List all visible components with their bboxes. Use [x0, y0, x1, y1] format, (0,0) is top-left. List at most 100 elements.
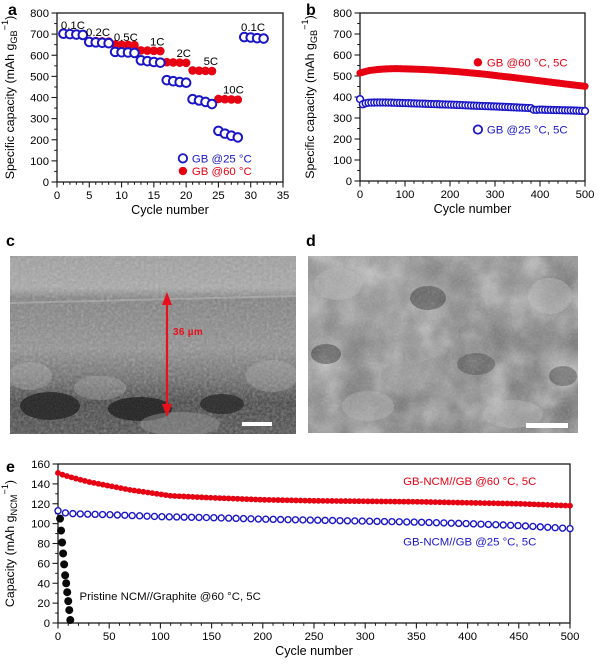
- panel-label-b: b: [306, 2, 316, 19]
- svg-text:0.2C: 0.2C: [86, 27, 110, 39]
- svg-text:10: 10: [115, 190, 128, 202]
- svg-text:Specific capacity (mAh gGB−1): Specific capacity (mAh gGB−1): [0, 16, 19, 180]
- scale-bar-d: [526, 423, 568, 428]
- series-0: [55, 470, 573, 509]
- svg-text:20: 20: [180, 190, 193, 202]
- svg-text:15: 15: [148, 190, 161, 202]
- svg-text:0.5C: 0.5C: [114, 32, 138, 44]
- series-1: [54, 507, 574, 533]
- sem-image-cross-section: 36 µm: [10, 256, 296, 434]
- svg-text:120: 120: [31, 499, 50, 511]
- svg-text:50: 50: [103, 631, 116, 643]
- series-0: [356, 65, 589, 90]
- svg-text:0: 0: [357, 189, 363, 201]
- svg-text:Pristine NCM//Graphite @60 °C,: Pristine NCM//Graphite @60 °C, 5C: [80, 591, 261, 603]
- svg-text:500: 500: [30, 71, 49, 83]
- svg-text:150: 150: [202, 631, 221, 643]
- series-2: [56, 514, 75, 625]
- series-1: [355, 94, 590, 116]
- svg-text:Cycle number: Cycle number: [275, 644, 353, 658]
- svg-text:Cycle number: Cycle number: [131, 203, 209, 217]
- svg-text:GB-NCM//GB @25 °C, 5C: GB-NCM//GB @25 °C, 5C: [403, 536, 536, 548]
- chart-rate-capability: 0 5 10 15 20 25 30 35 0 100 200 300 400 500 600 700 800 C…: [0, 8, 289, 217]
- axes: 0 100 200 300 400 500 0 100 200 300 400 500 600 700 80…: [300, 8, 594, 216]
- svg-text:30: 30: [244, 190, 257, 202]
- svg-text:400: 400: [458, 631, 477, 643]
- svg-text:500: 500: [333, 71, 352, 83]
- svg-text:300: 300: [30, 114, 49, 126]
- svg-text:25: 25: [212, 190, 225, 202]
- svg-text:0: 0: [44, 618, 50, 630]
- svg-text:350: 350: [407, 631, 426, 643]
- svg-text:400: 400: [30, 93, 49, 105]
- svg-text:100: 100: [30, 156, 49, 168]
- panel-label-c: c: [6, 233, 15, 250]
- svg-text:700: 700: [30, 29, 49, 41]
- panel-label-e: e: [6, 459, 15, 476]
- svg-text:0.1C: 0.1C: [241, 22, 265, 34]
- svg-text:GB @60 °C, 5C: GB @60 °C, 5C: [487, 57, 568, 69]
- svg-text:20: 20: [37, 598, 50, 610]
- svg-text:2C: 2C: [176, 48, 191, 60]
- sem-texture-c: [10, 256, 296, 434]
- svg-text:200: 200: [441, 189, 460, 201]
- svg-text:1C: 1C: [150, 37, 165, 49]
- scale-bar-c: [242, 422, 272, 426]
- svg-text:100: 100: [333, 155, 352, 167]
- panel-label-a: a: [8, 2, 17, 19]
- sem-texture-d: [308, 256, 578, 433]
- svg-text:600: 600: [333, 50, 352, 62]
- svg-text:40: 40: [37, 578, 50, 590]
- svg-text:300: 300: [333, 113, 352, 125]
- thickness-arrow: [162, 292, 172, 417]
- axes: 0 5 10 15 20 25 30 35 0 100 200 300 400 500 600 700 800 C…: [0, 8, 289, 217]
- svg-text:400: 400: [531, 189, 550, 201]
- svg-text:GB @25 °C: GB @25 °C: [192, 153, 252, 165]
- svg-text:450: 450: [509, 631, 528, 643]
- svg-text:GB @60 °C: GB @60 °C: [192, 166, 252, 178]
- svg-text:300: 300: [356, 631, 375, 643]
- svg-text:GB @25 °C, 5C: GB @25 °C, 5C: [487, 125, 568, 137]
- annotations: GB-NCM//GB @60 °C, 5C GB-NCM//GB @25 °C, …: [80, 476, 537, 603]
- svg-text:500: 500: [576, 189, 595, 201]
- svg-text:0: 0: [55, 631, 61, 643]
- svg-text:200: 200: [333, 134, 352, 146]
- svg-text:0: 0: [346, 176, 352, 188]
- sem-image-surface: [308, 256, 578, 433]
- svg-text:160: 160: [31, 459, 50, 471]
- series-1: [58, 28, 269, 143]
- svg-text:5C: 5C: [204, 56, 219, 68]
- svg-text:0.1C: 0.1C: [61, 20, 85, 32]
- svg-text:0: 0: [54, 190, 60, 202]
- svg-text:10C: 10C: [223, 84, 244, 96]
- panel-label-d: d: [306, 233, 316, 250]
- chart-cycling-fullcell: 0 50 100 150 200 250 300 350 400 450 500 0 20 40 60 80 1…: [0, 459, 580, 658]
- annotations: GB @60 °C, 5C GB @25 °C, 5C: [472, 57, 568, 137]
- svg-text:5: 5: [86, 190, 92, 202]
- svg-text:500: 500: [561, 631, 580, 643]
- svg-text:60: 60: [37, 558, 50, 570]
- chart-cycling-halfcell: 0 100 200 300 400 500 0 100 200 300 400 500 600 700 80…: [300, 8, 594, 216]
- svg-text:300: 300: [486, 189, 505, 201]
- svg-text:80: 80: [37, 539, 50, 551]
- svg-text:GB-NCM//GB @60 °C, 5C: GB-NCM//GB @60 °C, 5C: [403, 476, 536, 488]
- svg-text:Specific capacity (mAh gGB−1): Specific capacity (mAh gGB−1): [300, 15, 319, 179]
- svg-text:100: 100: [31, 519, 50, 531]
- svg-text:600: 600: [30, 50, 49, 62]
- svg-text:140: 140: [31, 479, 50, 491]
- thickness-label: 36 µm: [173, 327, 204, 338]
- svg-text:400: 400: [333, 92, 352, 104]
- svg-text:800: 800: [333, 8, 352, 20]
- svg-text:Cycle number: Cycle number: [434, 202, 512, 216]
- svg-text:200: 200: [253, 631, 272, 643]
- svg-text:200: 200: [30, 135, 49, 147]
- svg-text:800: 800: [30, 8, 49, 20]
- svg-text:250: 250: [305, 631, 324, 643]
- svg-text:35: 35: [277, 190, 290, 202]
- svg-text:100: 100: [396, 189, 415, 201]
- svg-text:Capacity (mAh gNCM−1): Capacity (mAh gNCM−1): [0, 480, 19, 607]
- svg-text:100: 100: [151, 631, 170, 643]
- svg-text:0: 0: [43, 177, 49, 189]
